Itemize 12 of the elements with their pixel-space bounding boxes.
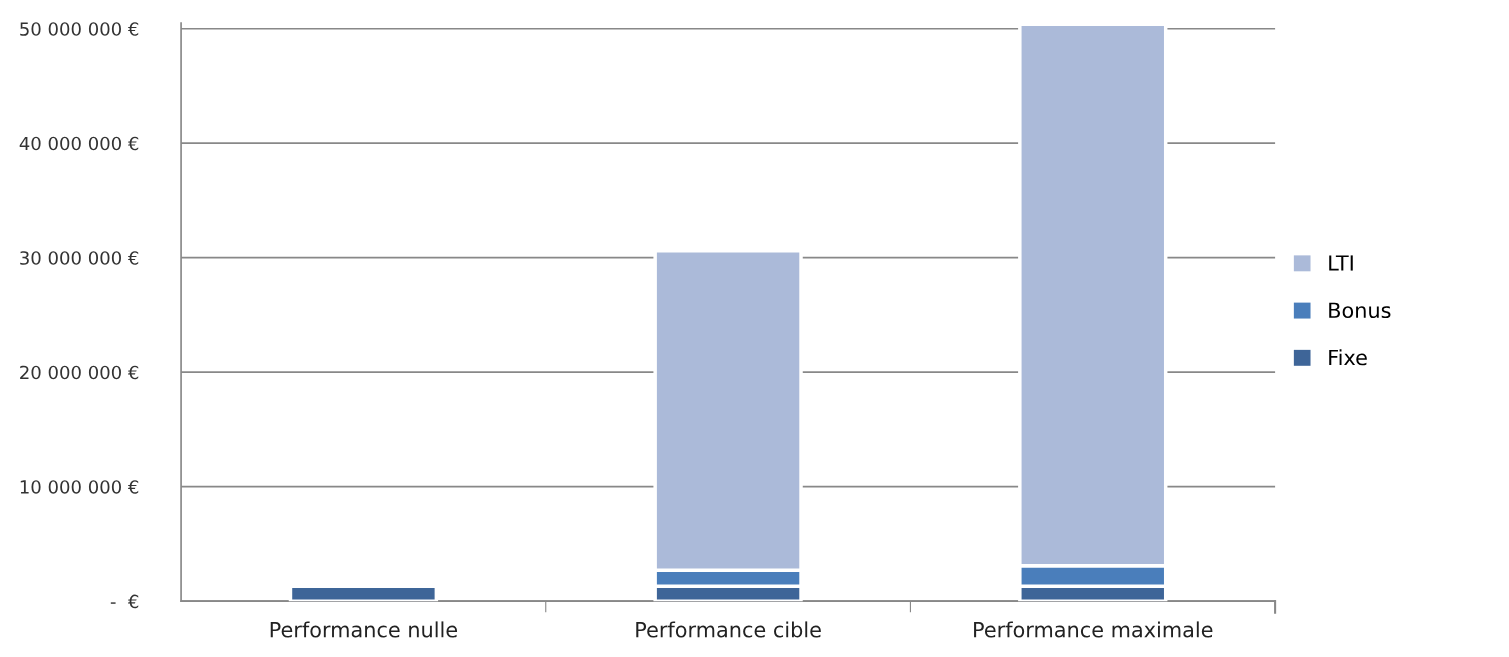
x-tick-label: Performance maximale	[974, 621, 1213, 638]
x-tick-label: Performance nulle	[270, 621, 458, 638]
legend-label: Fixe	[1329, 349, 1367, 366]
y-tick-label: 40 000 000 €	[19, 136, 139, 151]
y-tick-label: 10 000 000 €	[20, 480, 139, 494]
legend-label: Bonus	[1329, 302, 1391, 319]
y-tick-label: 20 000 000 €	[20, 365, 139, 380]
y-tick-label: 30 000 000 €	[20, 251, 139, 265]
legend-label: LTI	[1329, 255, 1353, 271]
y-tick-label: 50 000 000 €	[20, 22, 139, 36]
y-tick-label: - €	[110, 594, 139, 609]
x-tick-label: Performance cible	[636, 621, 821, 638]
